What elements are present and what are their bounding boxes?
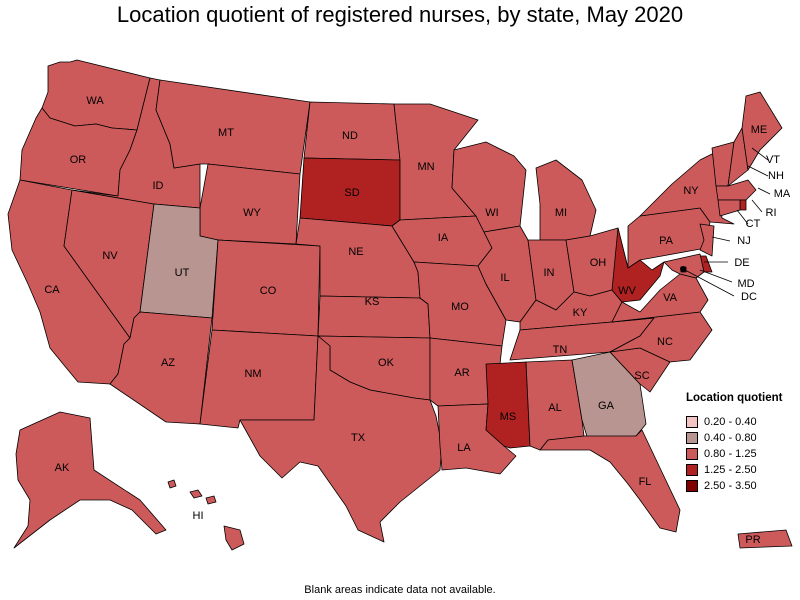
state-label-ar: AR bbox=[454, 367, 469, 379]
state-label-ma: MA bbox=[774, 188, 791, 200]
legend-label-2: 0.40 - 0.80 bbox=[704, 432, 757, 444]
state-label-ne: NE bbox=[348, 246, 363, 258]
state-label-az: AZ bbox=[161, 357, 175, 369]
state-label-pa: PA bbox=[659, 235, 674, 247]
state-label-fl: FL bbox=[639, 476, 652, 488]
state-label-oh: OH bbox=[590, 257, 607, 269]
state-label-dc: DC bbox=[741, 291, 757, 303]
state-label-mi: MI bbox=[555, 207, 567, 219]
state-label-ca: CA bbox=[44, 284, 60, 296]
legend-item-3: 0.80 - 1.25 bbox=[686, 446, 796, 462]
state-md bbox=[663, 253, 705, 279]
state-label-ok: OK bbox=[378, 357, 395, 369]
state-label-ny: NY bbox=[683, 185, 699, 197]
state-label-hi: HI bbox=[193, 510, 204, 522]
legend-label-4: 1.25 - 2.50 bbox=[704, 464, 757, 476]
state-label-ga: GA bbox=[598, 400, 615, 412]
legend-title: Location quotient bbox=[686, 392, 783, 404]
legend-label-1: 0.20 - 0.40 bbox=[704, 416, 757, 428]
state-ct bbox=[717, 199, 741, 217]
state-label-ak: AK bbox=[55, 462, 70, 474]
legend-swatch-4 bbox=[686, 464, 698, 476]
footnote: Blank areas indicate data not available. bbox=[304, 584, 496, 596]
state-label-id: ID bbox=[153, 180, 164, 192]
state-label-or: OR bbox=[70, 154, 87, 166]
legend-label-5: 2.50 - 3.50 bbox=[704, 480, 757, 492]
state-label-tx: TX bbox=[351, 432, 366, 444]
legend-item-2: 0.40 - 0.80 bbox=[686, 430, 796, 446]
state-label-nd: ND bbox=[342, 130, 358, 142]
state-label-mn: MN bbox=[417, 161, 434, 173]
legend: Location quotient 0.20 - 0.40 0.40 - 0.8… bbox=[686, 392, 796, 494]
state-label-wy: WY bbox=[243, 207, 261, 219]
state-label-in: IN bbox=[544, 267, 555, 279]
legend-item-5: 2.50 - 3.50 bbox=[686, 478, 796, 494]
state-label-al: AL bbox=[548, 402, 561, 414]
state-fl bbox=[539, 429, 681, 533]
state-mt bbox=[155, 79, 311, 175]
state-label-ks: KS bbox=[365, 296, 380, 308]
state-label-ri: RI bbox=[766, 207, 777, 219]
state-ak bbox=[13, 411, 167, 549]
state-nc bbox=[609, 311, 713, 363]
state-hi bbox=[167, 479, 245, 551]
state-label-pr: PR bbox=[745, 534, 760, 546]
state-label-sc: SC bbox=[634, 370, 649, 382]
state-me bbox=[741, 91, 783, 171]
state-label-va: VA bbox=[663, 292, 678, 304]
state-label-nh: NH bbox=[768, 170, 784, 182]
state-label-ms: MS bbox=[500, 411, 517, 423]
state-label-co: CO bbox=[260, 285, 277, 297]
state-label-md: MD bbox=[737, 278, 754, 290]
state-label-tn: TN bbox=[553, 344, 568, 356]
state-label-la: LA bbox=[457, 442, 471, 454]
state-label-wv: WV bbox=[618, 285, 636, 297]
state-ms bbox=[485, 361, 531, 449]
legend-label-3: 0.80 - 1.25 bbox=[704, 448, 757, 460]
legend-swatch-3 bbox=[686, 448, 698, 460]
state-label-de: DE bbox=[734, 257, 749, 269]
state-label-ct: CT bbox=[746, 218, 761, 230]
state-az bbox=[109, 311, 213, 425]
state-label-sd: SD bbox=[344, 187, 359, 199]
legend-swatch-1 bbox=[686, 416, 698, 428]
state-label-ut: UT bbox=[175, 267, 190, 279]
map-title: Location quotient of registered nurses, … bbox=[116, 2, 684, 27]
state-label-nm: NM bbox=[244, 368, 261, 380]
state-wy bbox=[199, 163, 301, 245]
dc-marker bbox=[680, 266, 686, 272]
state-mi bbox=[535, 159, 597, 241]
state-label-ky: KY bbox=[573, 307, 588, 319]
state-pr bbox=[737, 529, 793, 549]
state-label-il: IL bbox=[500, 272, 509, 284]
state-label-wa: WA bbox=[86, 95, 104, 107]
legend-swatch-5 bbox=[686, 480, 698, 492]
state-label-nv: NV bbox=[102, 250, 118, 262]
state-label-mo: MO bbox=[451, 301, 469, 313]
state-ri bbox=[739, 199, 747, 211]
state-label-vt: VT bbox=[766, 154, 780, 166]
state-label-wi: WI bbox=[485, 207, 498, 219]
state-label-mt: MT bbox=[218, 127, 234, 139]
legend-item-4: 1.25 - 2.50 bbox=[686, 462, 796, 478]
state-label-nj: NJ bbox=[737, 235, 750, 247]
state-label-nc: NC bbox=[657, 336, 673, 348]
state-il bbox=[477, 225, 537, 323]
legend-item-1: 0.20 - 0.40 bbox=[686, 414, 796, 430]
legend-swatch-2 bbox=[686, 432, 698, 444]
state-label-ia: IA bbox=[438, 232, 449, 244]
state-label-me: ME bbox=[751, 124, 768, 136]
state-nj bbox=[699, 223, 715, 257]
